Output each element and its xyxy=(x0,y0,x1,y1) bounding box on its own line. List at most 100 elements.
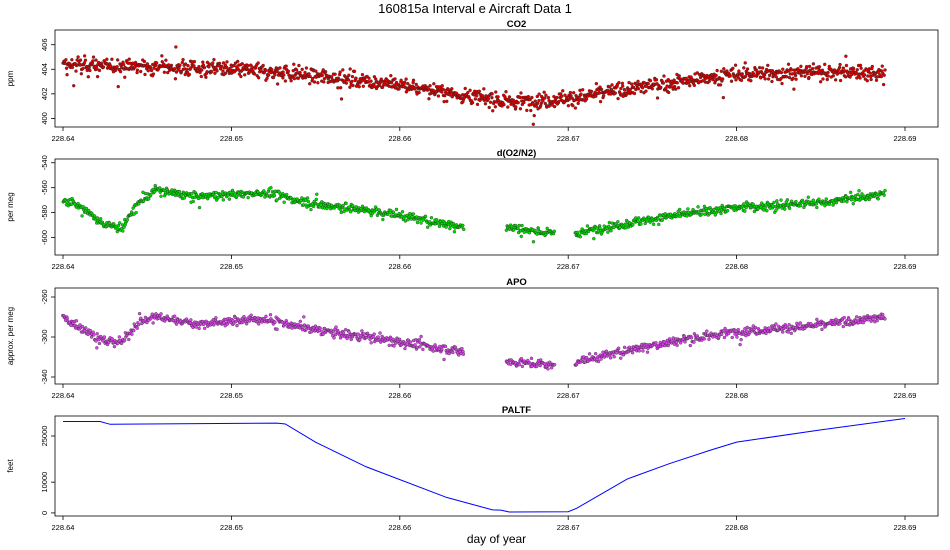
data-point xyxy=(88,68,92,73)
data-point xyxy=(314,197,318,202)
data-point xyxy=(881,312,885,317)
data-point xyxy=(592,236,596,241)
data-point xyxy=(240,62,244,66)
data-point xyxy=(209,70,214,74)
data-point xyxy=(411,212,416,216)
data-point xyxy=(354,205,359,209)
data-point xyxy=(578,235,583,239)
data-point xyxy=(346,78,351,82)
y-tick-label: -260 xyxy=(40,289,49,304)
data-point xyxy=(408,211,412,216)
data-point xyxy=(545,226,549,231)
data-point xyxy=(415,220,420,225)
data-point xyxy=(487,105,491,110)
data-point xyxy=(220,64,224,69)
data-point xyxy=(95,332,99,336)
data-point xyxy=(494,90,498,94)
data-point xyxy=(823,204,827,208)
data-point xyxy=(181,57,185,62)
data-point xyxy=(408,340,413,344)
data-point xyxy=(817,65,822,69)
data-point xyxy=(213,194,217,198)
data-point xyxy=(286,69,291,73)
data-point xyxy=(619,356,623,360)
data-point xyxy=(645,350,650,354)
data-point xyxy=(87,65,91,70)
data-point xyxy=(793,73,798,78)
data-point xyxy=(537,92,541,96)
data-point xyxy=(547,104,551,108)
data-point xyxy=(434,217,439,222)
data-point xyxy=(378,331,382,335)
data-point xyxy=(745,329,749,333)
data-point xyxy=(201,60,205,64)
data-point xyxy=(268,313,273,317)
data-point xyxy=(147,197,151,201)
data-point xyxy=(794,77,798,81)
data-point xyxy=(675,343,679,347)
y-tick-label: -580 xyxy=(40,205,49,220)
data-point xyxy=(91,59,95,63)
data-point xyxy=(560,94,564,98)
data-point xyxy=(561,89,565,93)
data-point xyxy=(132,328,136,333)
data-point xyxy=(392,344,396,348)
data-point xyxy=(321,68,325,72)
data-point xyxy=(552,362,557,367)
data-point xyxy=(662,74,666,78)
data-point xyxy=(811,198,815,202)
data-point xyxy=(555,95,559,100)
data-point xyxy=(566,104,571,108)
data-point xyxy=(182,196,187,200)
data-point xyxy=(609,229,613,233)
data-point xyxy=(225,322,230,326)
data-point xyxy=(308,74,312,79)
data-point xyxy=(320,73,324,78)
data-point xyxy=(225,60,229,64)
data-point xyxy=(595,226,599,230)
data-point xyxy=(159,194,163,198)
data-point xyxy=(95,216,99,220)
data-point xyxy=(137,311,142,316)
x-tick-label: 228.66 xyxy=(388,134,411,143)
data-point xyxy=(86,332,90,337)
data-point xyxy=(338,70,342,74)
data-point xyxy=(844,63,849,68)
data-point xyxy=(347,330,351,334)
data-point xyxy=(271,75,276,80)
data-point xyxy=(428,220,432,224)
data-point xyxy=(451,350,455,355)
data-point xyxy=(115,65,119,69)
data-point xyxy=(417,90,421,95)
data-point xyxy=(366,80,371,84)
data-point xyxy=(490,92,494,96)
plot-frame xyxy=(54,158,939,256)
data-point xyxy=(825,77,829,82)
data-point xyxy=(362,209,366,214)
data-point xyxy=(607,224,611,229)
data-point xyxy=(81,66,85,71)
data-point xyxy=(252,72,257,76)
data-point xyxy=(636,219,640,223)
data-point xyxy=(275,198,279,202)
data-point xyxy=(190,192,194,196)
data-point xyxy=(337,77,341,82)
data-point xyxy=(845,200,849,204)
data-point xyxy=(281,70,285,74)
data-point xyxy=(616,346,621,350)
data-point xyxy=(298,319,302,324)
data-point xyxy=(105,57,109,61)
data-point xyxy=(674,340,679,344)
data-point xyxy=(369,79,373,83)
data-point xyxy=(632,85,636,90)
data-point xyxy=(162,70,167,74)
data-point xyxy=(139,69,143,74)
data-point xyxy=(70,58,74,62)
data-point xyxy=(848,190,853,195)
data-point xyxy=(381,217,385,222)
x-tick-label: 228.69 xyxy=(894,523,917,532)
data-point xyxy=(284,192,289,197)
data-point xyxy=(403,346,407,351)
data-point xyxy=(117,335,122,339)
data-point xyxy=(735,335,739,339)
